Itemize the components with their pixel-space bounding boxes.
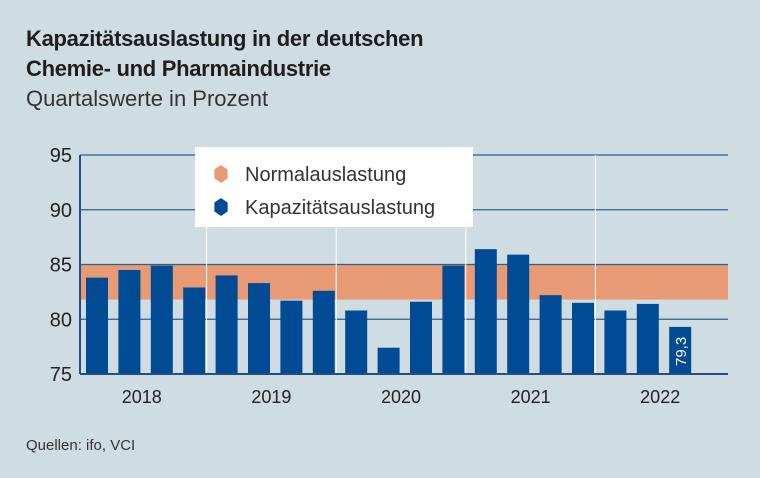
y-tick-label: 80 [50,309,72,331]
x-year-label: 2021 [511,387,551,407]
legend-hexagon-icon [214,165,228,183]
x-year-label: 2022 [640,387,680,407]
x-year-label: 2020 [381,387,421,407]
chart-subtitle: Quartalswerte in Prozent [26,86,269,111]
y-tick-label: 95 [50,145,72,167]
bar [118,269,141,374]
bar [377,347,400,374]
bar-data-label: 79,3 [673,337,690,366]
bar [410,301,432,374]
x-year-label: 2018 [122,387,162,407]
bar [345,310,368,374]
bar [442,265,465,374]
chart-title-line2: Chemie- und Pharmaindustrie [26,56,331,81]
bar [280,300,303,374]
bar [539,295,562,374]
y-tick-label: 90 [50,200,72,222]
normal-band [80,264,728,300]
legend-label: Normalauslastung [245,164,406,186]
bar [150,265,173,374]
x-year-label: 2019 [251,387,291,407]
bar [636,303,659,374]
bar [474,249,497,374]
legend-label: Kapazitätsauslastung [245,197,435,219]
bar [183,287,206,374]
bar [215,275,238,374]
source-note: Quellen: ifo, VCI [26,437,136,454]
bar [669,326,692,374]
bar [312,290,335,374]
bar [248,283,270,374]
legend-box [195,147,473,227]
bar [604,310,627,374]
bar [572,302,594,374]
chart-title-line1: Kapazitätsauslastung in der deutschen [26,26,424,51]
bar [86,277,108,374]
y-tick-label: 75 [50,364,72,386]
legend-hexagon-icon [214,198,228,216]
bar [507,254,530,374]
y-tick-label: 85 [50,255,72,277]
